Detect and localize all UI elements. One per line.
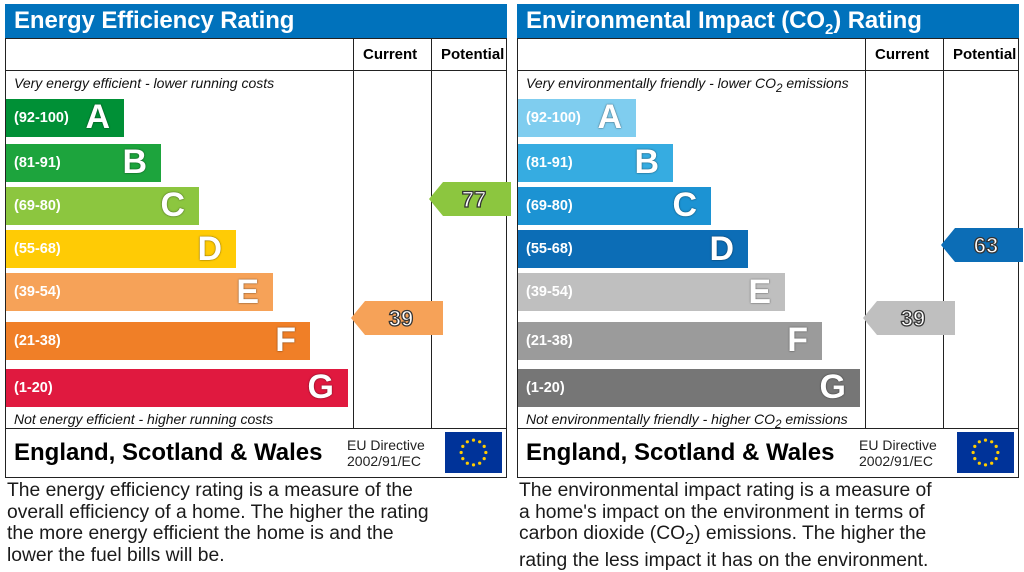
svg-text:77: 77	[462, 187, 486, 212]
svg-text:39: 39	[901, 306, 925, 331]
svg-text:39: 39	[389, 306, 413, 331]
svg-text:63: 63	[974, 233, 998, 258]
